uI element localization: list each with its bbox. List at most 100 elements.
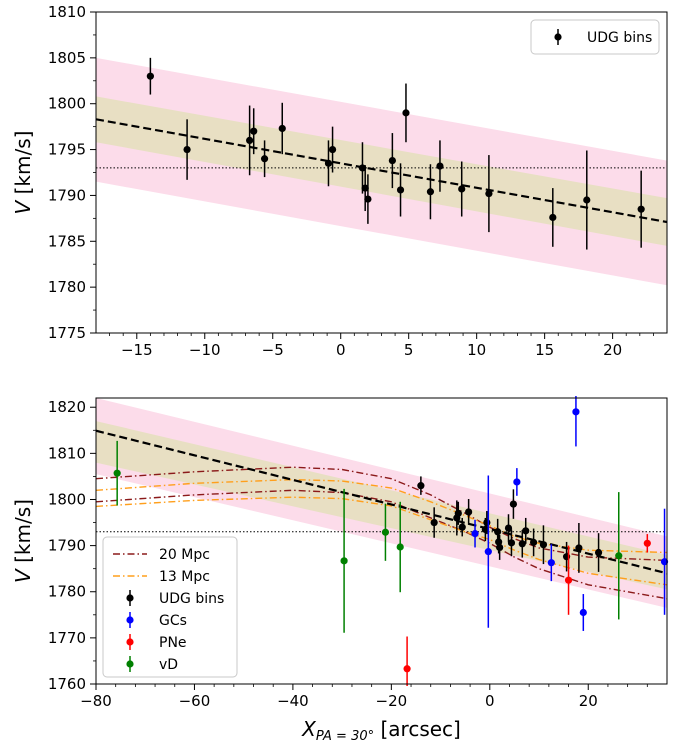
- y-tick-label: 1780: [48, 278, 86, 296]
- udg-bins-point: [583, 196, 591, 204]
- y-tick-label: 1795: [48, 141, 86, 159]
- udg-bins-point: [396, 186, 405, 194]
- gcs-point: [547, 559, 555, 567]
- x-axis-title: XPA = 30° [arcsec]: [301, 717, 461, 744]
- udg-bins-point: [495, 538, 503, 546]
- gcs-point: [484, 548, 492, 556]
- legend-item-vd: vD: [126, 656, 178, 673]
- udg-bins-point: [483, 518, 491, 527]
- udg-bins-point: [358, 164, 367, 172]
- x-tick-label: −20: [376, 692, 408, 710]
- bottom-legend: 20 Mpc 13 Mpc UDG bins GCs PNe vD: [102, 536, 238, 678]
- legend-marker-swatch: [126, 616, 134, 624]
- x-tick-label: −15: [121, 341, 153, 359]
- vd-point: [615, 552, 623, 560]
- udg-bins-point: [594, 548, 603, 557]
- x-tick-label: 20: [579, 692, 598, 710]
- y-axis-title-unit: [km/s]: [11, 131, 35, 195]
- y-tick-label: 1785: [48, 232, 86, 250]
- y-tick-label: 1770: [48, 629, 86, 647]
- legend-label: UDG bins: [587, 30, 652, 46]
- y-tick-label: 1800: [48, 95, 86, 113]
- udg-bins-point: [458, 185, 466, 193]
- x-tick-label: 0: [336, 341, 346, 359]
- legend-box: [530, 19, 660, 55]
- legend-item-pne: PNe: [126, 634, 187, 651]
- vd-point: [113, 469, 121, 477]
- legend-marker-swatch: [554, 33, 562, 41]
- series-pne: [403, 534, 651, 686]
- udg-bins-point: [430, 518, 438, 527]
- udg-bins-point: [260, 155, 269, 163]
- udg-bins-point: [183, 145, 191, 154]
- legend-label: UDG bins: [159, 591, 224, 607]
- legend-label: 13 Mpc: [159, 569, 210, 585]
- x-tick-label: 20: [603, 341, 622, 359]
- udg-bins-point: [278, 124, 286, 133]
- gcs-point: [579, 608, 587, 617]
- x-axis-title-symbol: X: [301, 717, 317, 741]
- best-fit-line: [96, 429, 667, 575]
- gcs-point: [471, 530, 479, 538]
- legend-item-udg-bins: UDG bins: [554, 29, 652, 46]
- udg-bins-point: [539, 541, 548, 549]
- udg-bins-point: [436, 162, 444, 170]
- udg-bins-point: [507, 539, 516, 547]
- legend-label: PNe: [159, 635, 187, 651]
- gcs-point: [513, 478, 521, 486]
- pne-point: [403, 665, 411, 673]
- udg-bins-point: [146, 72, 154, 80]
- udg-bins-point: [388, 156, 396, 165]
- top-axes: 1775 1780 1785 1790 1795 1800 1805 1810 −15 −10 −5…: [11, 3, 668, 359]
- top-plot-area: [96, 57, 667, 286]
- inner-confidence-band: [96, 421, 667, 590]
- data-points: [113, 396, 669, 686]
- y-tick-label: 1790: [48, 537, 86, 555]
- top-panel: 1775 1780 1785 1790 1795 1800 1805 1810 −15 −10 −5…: [11, 3, 668, 359]
- y-tick-label: 1780: [48, 583, 86, 601]
- y-tick-label: 1810: [48, 3, 86, 21]
- x-tick-label: −60: [179, 692, 211, 710]
- vd-point: [381, 528, 390, 536]
- udg-bins-point: [637, 205, 645, 213]
- vd-point: [396, 543, 404, 551]
- x-tick-label: −80: [80, 692, 112, 710]
- x-tick-label: −10: [189, 341, 221, 359]
- legend-box: [102, 536, 238, 678]
- data-points: [146, 57, 645, 250]
- legend-marker-swatch: [126, 660, 134, 668]
- series-udg-bins: [417, 476, 603, 573]
- vd-point: [340, 557, 348, 565]
- udg-bins-point: [458, 523, 466, 531]
- best-fit-line: [96, 118, 667, 224]
- top-legend: UDG bins: [530, 19, 660, 55]
- udg-bins-point: [549, 213, 557, 222]
- plot-clip-group: [96, 57, 667, 286]
- udg-bins-point: [465, 508, 473, 516]
- udg-bins-point: [530, 538, 538, 546]
- x-tick-label: 0: [485, 692, 495, 710]
- x-tick-label: 5: [404, 341, 414, 359]
- udg-bins-point: [328, 145, 337, 154]
- pne-point: [564, 576, 573, 584]
- y-axis-title-unit: [km/s]: [11, 499, 35, 563]
- bottom-plot-area: [96, 396, 669, 686]
- udg-bins-point: [361, 184, 369, 192]
- legend-label: GCs: [159, 613, 187, 629]
- x-tick-label: −5: [262, 341, 284, 359]
- y-axis-title: V [km/s]: [11, 131, 35, 215]
- udg-bins-point: [509, 500, 518, 508]
- y-axis-title: V [km/s]: [11, 499, 35, 583]
- udg-bins-point: [494, 528, 502, 536]
- bottom-panel: 1760 1770 1780 1790 1800 1810 1820 −80 −60 −40 −20…: [11, 396, 669, 744]
- legend-marker-swatch: [126, 594, 134, 602]
- model-curve-13-mpc-upper: [96, 478, 667, 554]
- x-tick-label: 15: [535, 341, 554, 359]
- legend-item-gcs: GCs: [126, 612, 187, 629]
- y-tick-label: 1760: [48, 675, 86, 693]
- gcs-point: [660, 558, 669, 566]
- x-axis-title-unit: [arcsec]: [374, 717, 461, 741]
- udg-bins-point: [575, 544, 583, 552]
- legend-item-13-mpc: 13 Mpc: [113, 569, 210, 585]
- udg-bins-point: [496, 543, 504, 552]
